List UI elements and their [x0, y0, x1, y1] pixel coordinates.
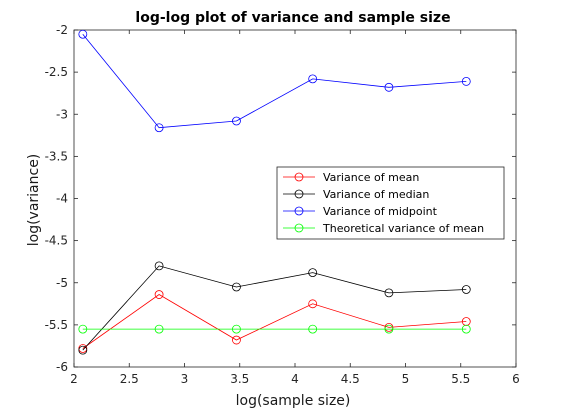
legend-marker-variance-of-mean — [294, 172, 304, 182]
data-point-theoretical-variance-of-mean — [78, 324, 88, 334]
data-point-variance-of-mean — [232, 335, 241, 345]
data-point-variance-of-midpoint — [461, 76, 471, 86]
x-tick-label: 2.5 — [120, 372, 139, 386]
x-tick-label: 4 — [291, 372, 299, 386]
y-tick-label: -2.5 — [45, 65, 68, 79]
legend-label-variance-of-median: Variance of median — [323, 188, 429, 201]
data-point-variance-of-midpoint — [154, 123, 164, 133]
x-tick-label: 5.5 — [451, 372, 470, 386]
y-tick-label: -5.5 — [45, 318, 68, 332]
y-tick-label: -4 — [56, 192, 68, 206]
data-point-theoretical-variance-of-mean — [232, 324, 241, 334]
series-line-variance-of-mean — [82, 294, 467, 349]
x-tick-label: 5 — [402, 372, 410, 386]
legend-label-theoretical-variance-of-mean: Theoretical variance of mean — [322, 222, 484, 235]
data-point-variance-of-median — [384, 288, 394, 298]
data-point-variance-of-midpoint — [384, 82, 394, 92]
legend-marker-variance-of-midpoint — [294, 206, 304, 216]
legend-marker-theoretical-variance-of-mean — [294, 223, 304, 233]
data-point-variance-of-median — [308, 268, 318, 278]
x-tick-label: 4.5 — [341, 372, 360, 386]
data-point-variance-of-median — [461, 285, 471, 294]
series-line-variance-of-median — [82, 265, 467, 351]
plot-area: 2 2.5 3 3.5 4 4.5 5 5.5 6 -6 -5.5 -5 -4.5 -4 -3.5 -3 -2.… — [45, 23, 520, 386]
y-tick-label: -3.5 — [45, 149, 68, 163]
x-tick-label: 3 — [181, 372, 189, 386]
x-axis-label: log(sample size) — [236, 393, 351, 409]
legend-marker-variance-of-median — [294, 189, 304, 199]
chart-title: log-log plot of variance and sample size — [135, 10, 450, 26]
data-point-variance-of-midpoint — [78, 29, 88, 39]
y-tick-label: -5 — [56, 276, 68, 290]
data-point-variance-of-median — [232, 282, 241, 292]
legend-box — [276, 166, 505, 240]
y-axis-label: log(variance) — [26, 154, 42, 247]
data-point-variance-of-midpoint — [232, 116, 241, 126]
data-point-variance-of-median — [154, 261, 164, 271]
series-line-variance-of-midpoint — [82, 33, 467, 129]
y-tick-label: -4.5 — [45, 234, 68, 248]
x-tick-label: 2 — [70, 372, 78, 386]
data-point-theoretical-variance-of-mean — [154, 324, 164, 334]
x-tick-label: 3.5 — [230, 372, 249, 386]
data-point-variance-of-mean — [308, 299, 318, 309]
data-point-theoretical-variance-of-mean — [308, 324, 318, 334]
data-point-theoretical-variance-of-mean — [384, 324, 394, 334]
data-point-variance-of-mean — [461, 317, 471, 326]
data-point-variance-of-median — [78, 345, 88, 355]
data-point-variance-of-mean — [154, 290, 164, 299]
legend-label-variance-of-mean: Variance of mean — [323, 171, 419, 184]
x-tick-label: 6 — [512, 372, 520, 386]
y-tick-label: -3 — [56, 107, 68, 121]
y-tick-label: -6 — [56, 360, 68, 374]
legend-label-variance-of-midpoint: Variance of midpoint — [323, 205, 438, 218]
y-tick-label: -2 — [56, 23, 68, 37]
data-point-theoretical-variance-of-mean — [461, 324, 471, 334]
data-point-variance-of-midpoint — [308, 74, 318, 84]
